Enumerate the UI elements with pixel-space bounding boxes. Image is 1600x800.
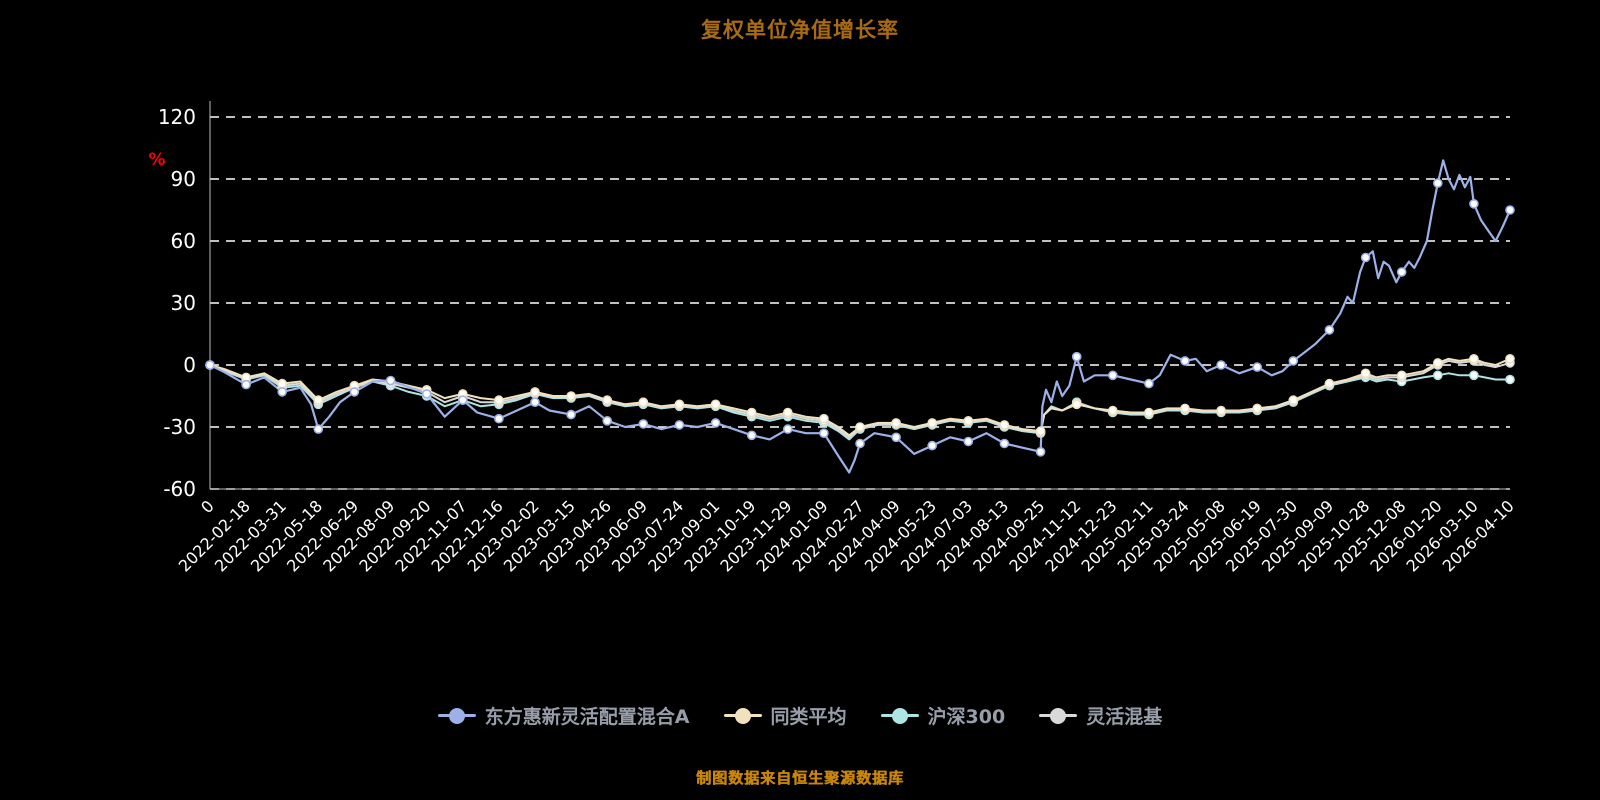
data-point-marker[interactable] bbox=[1433, 358, 1443, 368]
data-point-marker[interactable] bbox=[566, 391, 576, 401]
data-point-marker[interactable] bbox=[1108, 370, 1118, 381]
data-point-marker[interactable] bbox=[1071, 351, 1082, 362]
legend-label-fund-a: 东方惠新灵活配置混合A bbox=[484, 706, 690, 728]
data-point-marker[interactable] bbox=[530, 387, 540, 397]
data-point-marker[interactable] bbox=[674, 399, 685, 410]
data-point-marker[interactable] bbox=[1108, 405, 1118, 416]
legend-item-fund-a[interactable]: 东方惠新灵活配置混合A bbox=[437, 702, 690, 729]
data-point-marker[interactable] bbox=[1324, 325, 1335, 335]
data-point-marker[interactable] bbox=[1252, 362, 1262, 372]
data-point-marker[interactable] bbox=[1360, 252, 1371, 263]
y-tick-label: 90 bbox=[171, 167, 196, 191]
data-point-marker[interactable] bbox=[1469, 353, 1479, 364]
data-point-marker[interactable] bbox=[927, 418, 938, 428]
data-point-marker[interactable] bbox=[530, 397, 540, 408]
data-point-marker[interactable] bbox=[638, 397, 649, 408]
series-line[interactable] bbox=[208, 159, 1512, 474]
data-point-marker[interactable] bbox=[1216, 360, 1226, 370]
data-point-marker[interactable] bbox=[1180, 403, 1190, 414]
data-point-marker[interactable] bbox=[782, 424, 793, 434]
data-point-marker[interactable] bbox=[1505, 205, 1515, 215]
chart-legend: 东方惠新灵活配置混合A 同类平均 沪深300 灵活混基 bbox=[0, 702, 1600, 729]
data-point-marker[interactable] bbox=[819, 428, 829, 439]
data-point-marker[interactable] bbox=[1433, 370, 1443, 381]
y-tick-label: 30 bbox=[171, 291, 196, 315]
data-point-marker[interactable] bbox=[746, 407, 757, 418]
data-point-marker[interactable] bbox=[963, 436, 974, 447]
legend-item-flexible-hybrid[interactable]: 灵活混基 bbox=[1039, 702, 1162, 729]
y-tick-label: -60 bbox=[163, 477, 196, 501]
line-marker-icon bbox=[880, 707, 919, 724]
data-point-marker[interactable] bbox=[1180, 356, 1190, 366]
data-point-marker[interactable] bbox=[782, 407, 793, 418]
line-marker-icon bbox=[1039, 707, 1078, 724]
data-point-marker[interactable] bbox=[855, 438, 865, 449]
data-point-marker[interactable] bbox=[1324, 378, 1335, 389]
data-point-marker[interactable] bbox=[1144, 378, 1154, 389]
data-point-marker[interactable] bbox=[602, 395, 613, 405]
data-point-marker[interactable] bbox=[1144, 407, 1154, 418]
line-marker-icon bbox=[437, 707, 476, 724]
data-point-marker[interactable] bbox=[819, 413, 829, 424]
data-point-marker[interactable] bbox=[927, 440, 938, 451]
y-tick-label: 60 bbox=[171, 229, 196, 253]
data-point-marker[interactable] bbox=[999, 420, 1010, 430]
data-point-marker[interactable] bbox=[457, 395, 468, 405]
data-point-marker[interactable] bbox=[385, 375, 396, 386]
y-tick-label: -30 bbox=[163, 415, 196, 439]
data-point-marker[interactable] bbox=[494, 395, 504, 405]
data-point-marker[interactable] bbox=[1396, 267, 1407, 277]
legend-label-hs300: 沪深300 bbox=[927, 706, 1006, 728]
data-point-marker[interactable] bbox=[1216, 405, 1226, 416]
data-point-marker[interactable] bbox=[1071, 399, 1082, 410]
data-point-marker[interactable] bbox=[205, 360, 215, 370]
data-point-marker[interactable] bbox=[746, 430, 757, 441]
data-point-marker[interactable] bbox=[277, 378, 288, 389]
data-point-marker[interactable] bbox=[1252, 403, 1262, 414]
data-point-marker[interactable] bbox=[566, 409, 576, 420]
data-point-marker[interactable] bbox=[891, 418, 901, 428]
data-point-marker[interactable] bbox=[1288, 395, 1299, 405]
data-point-marker[interactable] bbox=[602, 415, 613, 426]
data-point-marker[interactable] bbox=[855, 422, 865, 432]
legend-label-flexible-hybrid: 灵活混基 bbox=[1086, 706, 1163, 728]
data-point-marker[interactable] bbox=[1360, 368, 1371, 379]
data-point-marker[interactable] bbox=[1288, 356, 1299, 366]
chart-data-source-note: 制图数据来自恒生聚源数据库 bbox=[695, 769, 904, 787]
data-point-marker[interactable] bbox=[1469, 370, 1479, 381]
data-point-marker[interactable] bbox=[1433, 178, 1443, 188]
series-line[interactable] bbox=[209, 357, 1511, 437]
data-point-marker[interactable] bbox=[1505, 374, 1515, 385]
data-point-marker[interactable] bbox=[349, 387, 360, 397]
y-tick-label: 0 bbox=[183, 353, 196, 377]
legend-item-category-average[interactable]: 同类平均 bbox=[723, 702, 847, 729]
data-point-marker[interactable] bbox=[963, 415, 974, 426]
data-point-marker[interactable] bbox=[891, 432, 901, 443]
chart-title: 复权单位净值增长率 bbox=[701, 18, 899, 42]
data-point-marker[interactable] bbox=[1035, 446, 1046, 457]
data-point-marker[interactable] bbox=[674, 420, 685, 430]
data-point-marker[interactable] bbox=[1469, 199, 1479, 209]
data-point-marker[interactable] bbox=[421, 389, 432, 399]
x-tick-label: 0 bbox=[197, 496, 218, 517]
data-point-marker[interactable] bbox=[313, 395, 324, 405]
data-point-marker[interactable] bbox=[1396, 370, 1407, 381]
data-point-marker[interactable] bbox=[313, 424, 324, 434]
legend-item-hs300[interactable]: 沪深300 bbox=[880, 702, 1006, 729]
data-point-marker[interactable] bbox=[241, 379, 251, 390]
data-point-marker[interactable] bbox=[1035, 426, 1046, 436]
data-point-marker[interactable] bbox=[710, 418, 721, 428]
data-point-marker[interactable] bbox=[999, 438, 1010, 449]
legend-label-category-average: 同类平均 bbox=[770, 706, 847, 728]
data-point-marker[interactable] bbox=[710, 399, 721, 410]
y-tick-label: 120 bbox=[158, 105, 196, 129]
data-point-marker[interactable] bbox=[1505, 353, 1515, 364]
y-axis-unit-label: % bbox=[148, 150, 165, 170]
data-point-marker[interactable] bbox=[638, 419, 649, 429]
data-point-marker[interactable] bbox=[494, 413, 504, 424]
line-marker-icon bbox=[723, 707, 762, 724]
data-point-marker[interactable] bbox=[277, 387, 288, 397]
